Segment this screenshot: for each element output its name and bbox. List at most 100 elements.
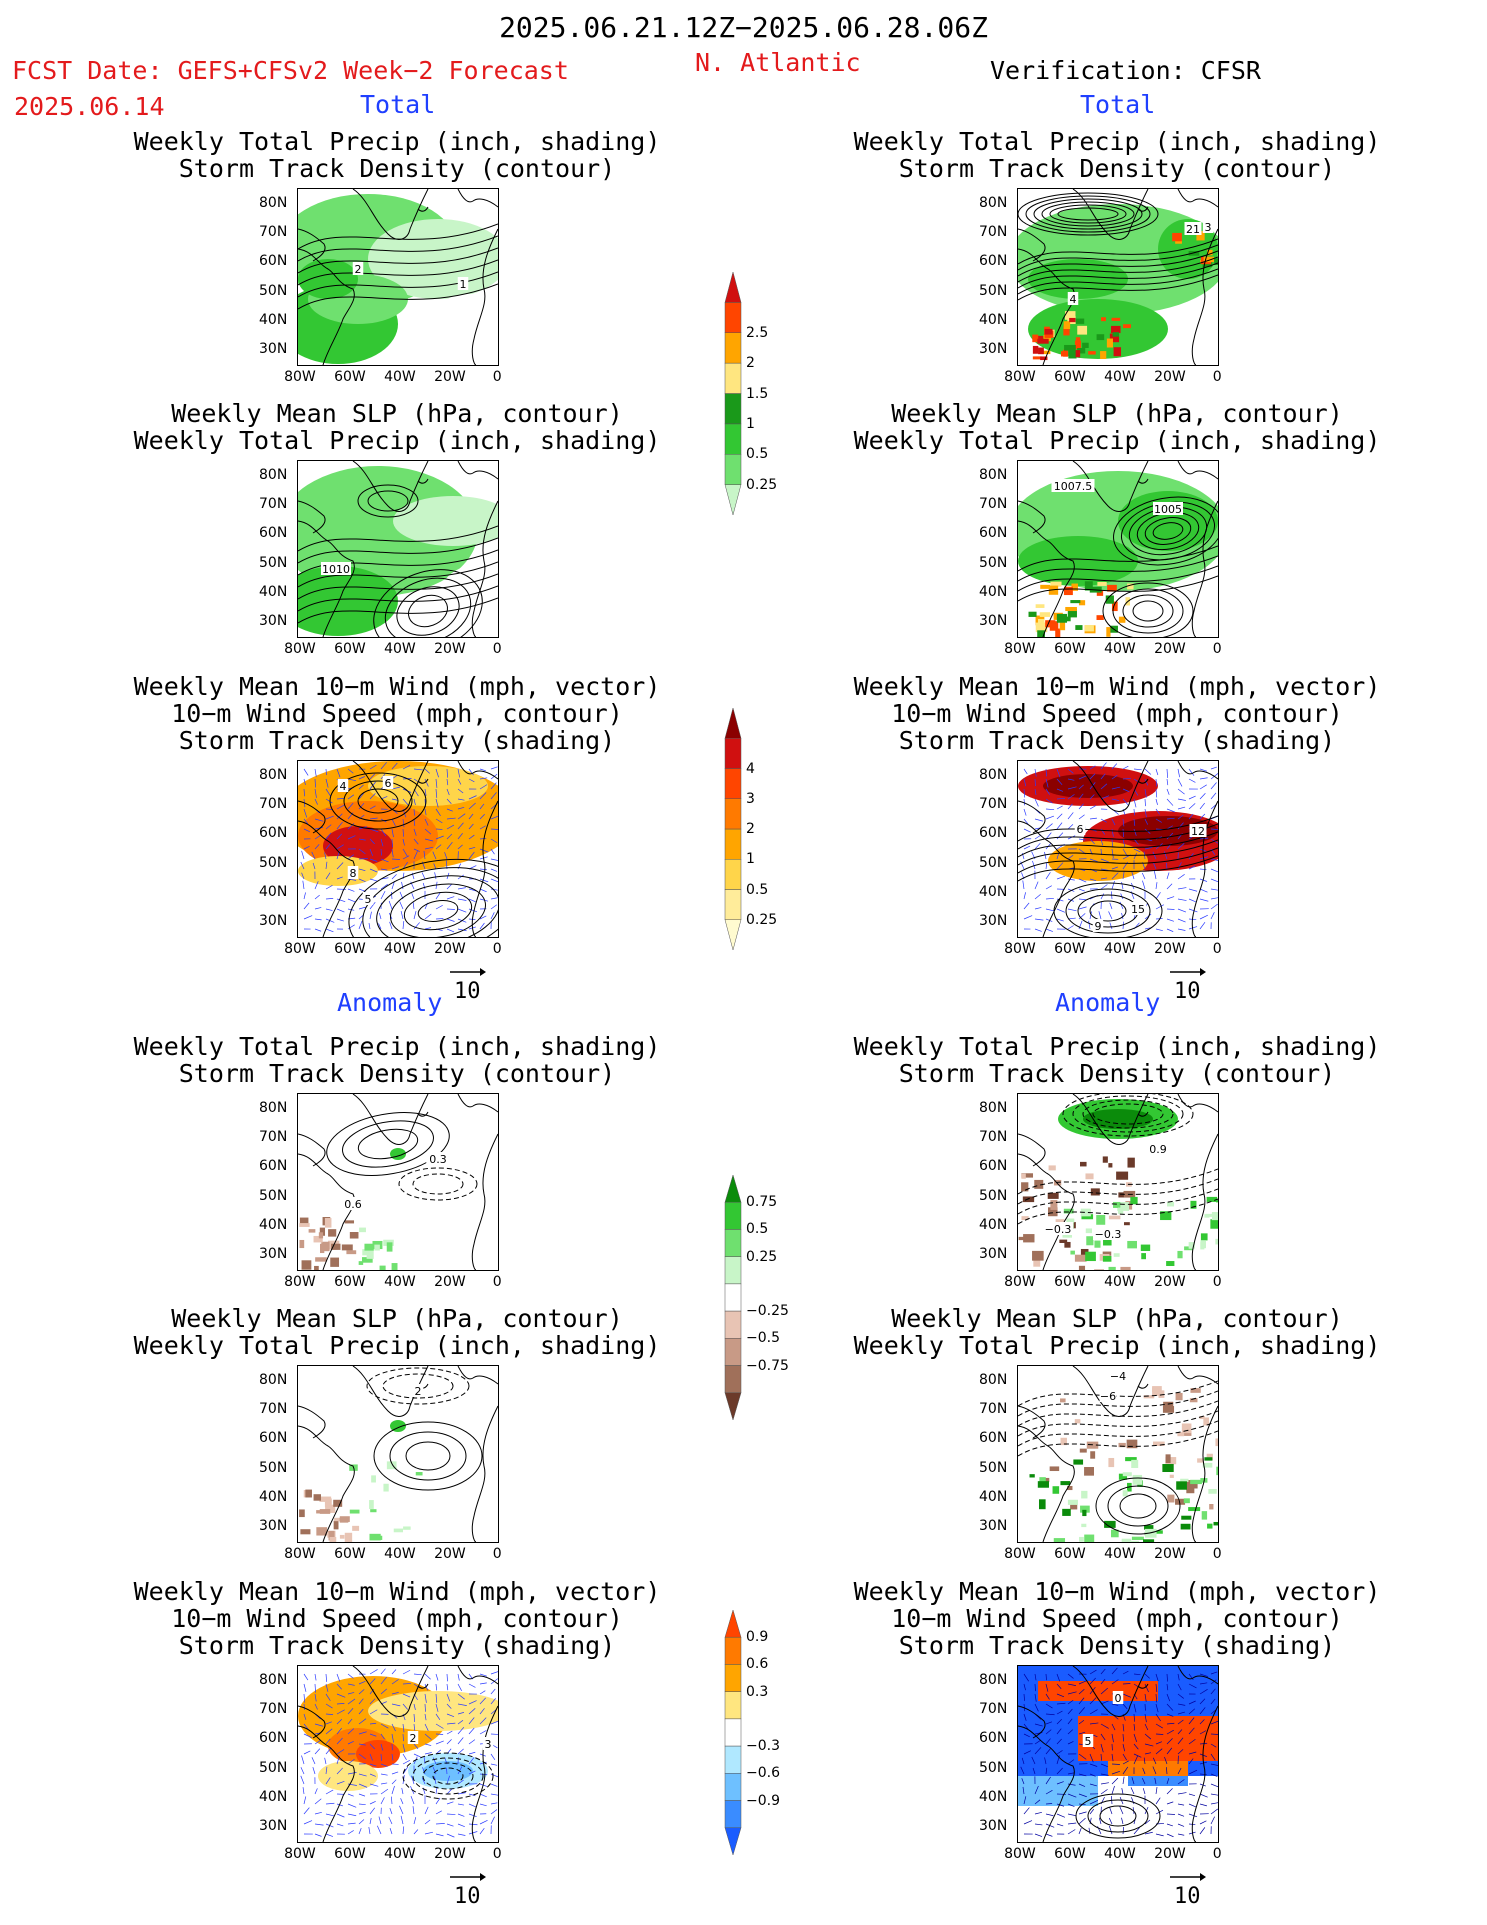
section-anomaly-right: Anomaly (1055, 988, 1161, 1017)
lon-tick-label: 0 (1212, 641, 1222, 657)
lat-tick-label: 50N (259, 1459, 288, 1476)
lon-tick-label: 20W (434, 1546, 466, 1562)
lat-tick-label: 40N (979, 884, 1008, 900)
lat-tick-label: 40N (259, 1489, 288, 1505)
colorbar-segment (724, 1283, 742, 1312)
panel-title: Weekly Total Precip (inch, shading) Stor… (133, 127, 661, 183)
lon-tick-label: 40W (384, 1274, 416, 1290)
panel-title: Weekly Mean SLP (hPa, contour) Weekly To… (133, 1304, 661, 1360)
lon-tick-label: 40W (1104, 941, 1136, 957)
colorbar-segment (724, 1718, 742, 1747)
lat-tick-label: 30N (259, 1246, 288, 1263)
lat-tick-label: 80N (259, 766, 288, 783)
lat-tick-label: 80N (979, 1099, 1008, 1116)
lat-tick-label: 80N (259, 1099, 288, 1116)
lon-tick-label: 80W (284, 1846, 316, 1862)
colorbar-segment (724, 768, 742, 799)
lat-tick-label: 40N (979, 584, 1008, 600)
panel-title: Weekly Mean 10−m Wind (mph, vector) 10−m… (853, 672, 1381, 755)
colorbar-segment (724, 1800, 742, 1829)
ref-vector-right-anom: 10 (1170, 1872, 1206, 1909)
colorbar-segment (724, 362, 742, 394)
map-plot: 05 (1018, 1666, 1218, 1842)
colorbar-label: 0.3 (746, 1683, 769, 1700)
lon-tick-label: 60W (334, 1546, 366, 1562)
lon-tick-label: 40W (384, 1546, 416, 1562)
colorbar-label: 0.75 (746, 1194, 778, 1211)
svg-text:5: 5 (365, 893, 372, 906)
lon-tick-label: 80W (1004, 641, 1036, 657)
map-panel-right-2: 1007.5 1005 (1017, 460, 1219, 638)
section-total-left: Total (360, 90, 436, 119)
colorbar-segment (724, 828, 742, 860)
lat-tick-label: 70N (979, 496, 1008, 512)
map-plot: 4 6 85 (298, 761, 498, 937)
lat-tick-label: 60N (979, 525, 1008, 542)
lon-tick-label: 80W (1004, 1846, 1036, 1862)
lat-tick-label: 40N (259, 1789, 288, 1805)
lat-tick-label: 40N (979, 1217, 1008, 1233)
lon-tick-label: 40W (384, 1846, 416, 1862)
lat-tick-label: 80N (259, 466, 288, 483)
ref-vector-left-anom: 10 (450, 1872, 486, 1909)
lon-tick-label: 60W (1054, 641, 1086, 657)
colorbar-label: −0.5 (746, 1330, 780, 1347)
lon-tick-label: 60W (1054, 369, 1086, 385)
lon-tick-label: 20W (434, 941, 466, 957)
panel-title: Weekly Total Precip (inch, shading) Stor… (853, 127, 1381, 183)
lon-tick-label: 40W (1104, 1274, 1136, 1290)
lon-tick-label: 80W (284, 369, 316, 385)
map-plot: −4 −6 (1018, 1366, 1218, 1542)
lon-tick-label: 40W (1104, 641, 1136, 657)
colorbar-segment (724, 859, 742, 890)
lon-tick-label: 0 (492, 641, 502, 657)
lat-tick-label: 30N (259, 1818, 288, 1835)
lat-tick-label: 40N (979, 1789, 1008, 1805)
lon-tick-label: 60W (1054, 1846, 1086, 1862)
colorbar-segment (724, 1827, 742, 1856)
lon-tick-label: 0 (1212, 1846, 1222, 1862)
lon-tick-label: 60W (1054, 941, 1086, 957)
colorbar-segment (724, 798, 742, 830)
lon-tick-label: 60W (1054, 1274, 1086, 1290)
lon-tick-label: 40W (384, 369, 416, 385)
colorbar-label: 4 (746, 760, 755, 777)
lon-tick-label: 40W (384, 641, 416, 657)
lat-tick-label: 60N (979, 1430, 1008, 1447)
svg-text:5: 5 (1085, 1735, 1092, 1748)
lat-tick-label: 70N (259, 1401, 288, 1417)
lon-tick-label: 0 (1212, 1546, 1222, 1562)
colorbar-label: −0.3 (746, 1738, 780, 1755)
lon-tick-label: 20W (1154, 641, 1186, 657)
lat-tick-label: 80N (259, 1371, 288, 1388)
svg-text:15: 15 (1131, 903, 1145, 916)
svg-text:8: 8 (350, 867, 357, 880)
ref-vector-left-total: 10 (450, 967, 486, 1004)
lon-tick-label: 20W (434, 641, 466, 657)
lon-tick-label: 20W (434, 1846, 466, 1862)
lat-tick-label: 60N (979, 1158, 1008, 1175)
svg-text:−6: −6 (1100, 1390, 1116, 1403)
panel-title: Weekly Mean SLP (hPa, contour) Weekly To… (853, 1304, 1381, 1360)
map-plot: 6 12 15 9 (1018, 761, 1218, 937)
panel-title: Weekly Total Precip (inch, shading) Stor… (133, 1032, 661, 1088)
svg-text:−0.3: −0.3 (1095, 1228, 1122, 1241)
lat-tick-label: 80N (979, 1671, 1008, 1688)
colorbar-label: 0.25 (746, 1248, 778, 1265)
lat-tick-label: 60N (259, 525, 288, 542)
lon-tick-label: 60W (334, 1846, 366, 1862)
svg-text:0.9: 0.9 (1149, 1143, 1167, 1156)
svg-text:6: 6 (1077, 823, 1084, 836)
colorbar-label: 0.5 (746, 446, 769, 463)
lat-tick-label: 50N (979, 1459, 1008, 1476)
lat-tick-label: 60N (259, 1158, 288, 1175)
colorbar-segment (724, 1174, 742, 1203)
lat-tick-label: 60N (259, 1430, 288, 1447)
lat-tick-label: 40N (259, 1217, 288, 1233)
lon-tick-label: 80W (1004, 1546, 1036, 1562)
colorbar-segment (724, 1256, 742, 1285)
colorbar-label: 1.5 (746, 385, 769, 402)
colorbar-label: 2 (746, 355, 755, 372)
